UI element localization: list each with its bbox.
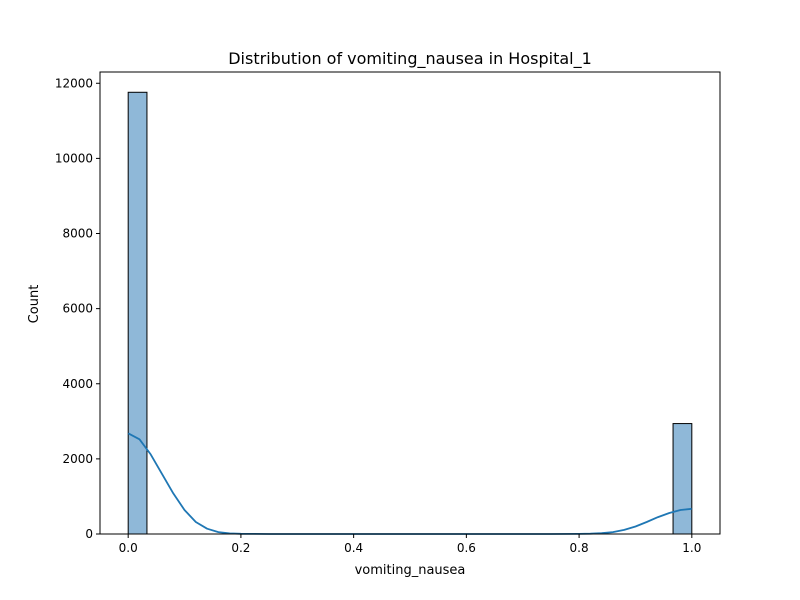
x-tick-label: 0.8 xyxy=(570,541,589,555)
x-tick-label: 0.0 xyxy=(119,541,138,555)
axes-frame xyxy=(99,71,721,535)
plot-area xyxy=(127,91,693,535)
x-tick-label: 0.6 xyxy=(457,541,476,555)
y-tick-label: 0 xyxy=(85,527,93,541)
histogram-bar xyxy=(127,91,148,535)
x-tick-label: 0.2 xyxy=(231,541,250,555)
y-tick-label: 2000 xyxy=(62,452,93,466)
x-tick-label: 0.4 xyxy=(344,541,363,555)
histogram-bar xyxy=(672,423,693,535)
x-tick-label: 1.0 xyxy=(682,541,701,555)
y-tick-label: 6000 xyxy=(62,302,93,316)
x-axis-label: vomiting_nausea xyxy=(355,563,466,578)
chart-title: Distribution of vomiting_nausea in Hospi… xyxy=(228,49,592,69)
axes: 0.0 0.2 0.4 0.6 0.8 1.0 0 2000 4000 6000 8000 10000… xyxy=(55,71,721,555)
y-tick-label: 4000 xyxy=(62,377,93,391)
y-axis-label: Count xyxy=(27,285,42,324)
y-tick-label: 10000 xyxy=(55,151,93,165)
y-tick-label: 8000 xyxy=(62,227,93,241)
y-tick-label: 12000 xyxy=(55,76,93,90)
